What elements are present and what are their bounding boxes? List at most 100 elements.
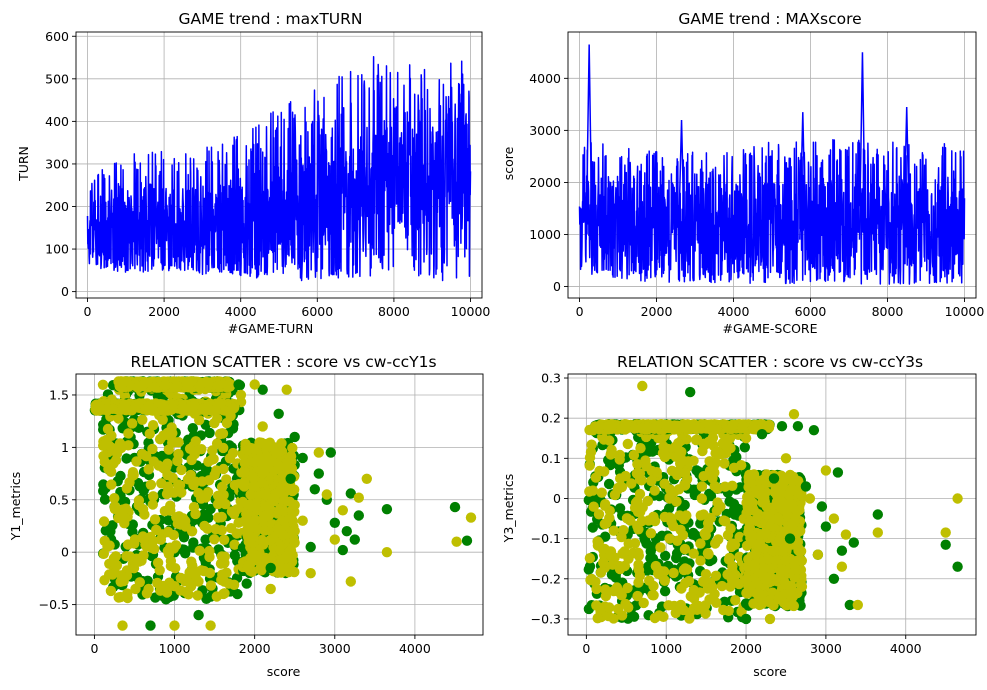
scatter-point: [658, 611, 669, 622]
scatter-point: [238, 480, 249, 491]
scatter-point: [128, 469, 139, 481]
x-axis-label: #GAME-TURN: [228, 321, 314, 336]
scatter-point: [259, 525, 270, 536]
scatter-point: [329, 517, 340, 528]
x-tick-label: 4000: [718, 304, 750, 319]
scatter-point: [216, 525, 227, 536]
scatter-point: [665, 512, 676, 524]
x-tick-label: 2000: [239, 641, 271, 656]
scatter-point: [110, 455, 122, 466]
scatter-point: [159, 402, 170, 413]
scatter-point: [247, 546, 258, 558]
x-tick-label: 3000: [810, 641, 842, 656]
scatter-point: [297, 452, 308, 464]
scatter-point: [213, 380, 224, 391]
scatter-point: [165, 555, 177, 567]
scatter-point: [361, 473, 372, 484]
scatter-point: [820, 521, 832, 532]
scatter-point: [952, 493, 963, 504]
scatter-point: [647, 446, 658, 457]
scatter-point: [672, 469, 683, 481]
scatter-point: [205, 620, 216, 631]
scatter-point: [152, 557, 164, 568]
scatter-point: [281, 563, 293, 574]
scatter-point: [685, 386, 696, 398]
scatter-point: [219, 534, 230, 545]
scatter-point: [723, 554, 735, 565]
scatter-point: [104, 540, 115, 551]
scatter-point: [608, 525, 619, 536]
x-tick-label: 1000: [159, 641, 191, 656]
scatter-point: [250, 500, 261, 512]
scatter-point: [349, 534, 360, 545]
scatter-point: [795, 546, 807, 557]
scatter-point: [108, 553, 120, 564]
scatter-point: [147, 499, 158, 510]
scatter-point: [680, 422, 691, 434]
scatter-point: [233, 379, 244, 390]
axes-frame: [567, 373, 977, 636]
scatter-point: [140, 403, 151, 414]
scatter-point: [196, 444, 207, 455]
scatter-point: [614, 454, 625, 465]
scatter-point: [214, 428, 226, 440]
scatter-point: [255, 563, 266, 575]
scatter-point: [617, 548, 628, 559]
scatter-point: [604, 602, 615, 613]
x-axis-label: #GAME-SCORE: [723, 321, 818, 336]
scatter-point: [603, 478, 615, 490]
scatter-point: [614, 503, 626, 514]
scatter-point: [202, 523, 213, 534]
scatter-point: [99, 456, 111, 468]
x-tick-label: 8000: [378, 304, 410, 319]
scatter-point: [734, 482, 746, 493]
scatter-point: [660, 550, 671, 561]
scatter-point: [720, 516, 731, 527]
scatter-point: [780, 453, 792, 464]
scatter-point: [182, 474, 194, 485]
scatter-point: [137, 448, 148, 460]
scatter-point: [732, 503, 743, 514]
scatter-point: [165, 500, 176, 511]
scatter-point: [611, 582, 623, 593]
y-tick-label: 300: [45, 156, 69, 171]
scatter-point: [138, 485, 149, 496]
scatter-point: [681, 510, 692, 521]
y-tick-label: 0.2: [541, 411, 561, 426]
scatter-point: [718, 604, 729, 616]
scatter-point: [693, 600, 704, 612]
scatter-point: [765, 520, 776, 532]
scatter-point: [183, 589, 194, 600]
scatter-point: [592, 613, 603, 624]
scatter-point: [649, 485, 660, 496]
scatter-point: [265, 562, 276, 574]
scatter-point: [185, 581, 197, 592]
scatter-point: [216, 481, 228, 493]
scatter-point: [113, 413, 124, 424]
y-tick-label: 1: [61, 440, 69, 455]
scatter-point: [162, 545, 174, 557]
scatter-point: [676, 583, 687, 594]
x-tick-label: 10000: [451, 304, 491, 319]
scatter-point: [127, 418, 138, 429]
scatter-point: [623, 538, 634, 549]
scatter-point: [730, 595, 741, 606]
data-marks: [578, 44, 966, 285]
scatter-point: [651, 467, 662, 478]
scatter-point: [711, 424, 722, 435]
scatter-point: [628, 449, 640, 461]
scatter-point: [209, 534, 220, 545]
scatter-point: [727, 538, 738, 549]
scatter-point: [157, 462, 169, 473]
scatter-point: [120, 400, 131, 411]
scatter-point: [276, 445, 287, 456]
scatter-point: [713, 534, 724, 545]
scatter-point: [740, 433, 752, 444]
scatter-point: [145, 620, 156, 631]
plot-area: 0 1000 2000 3000 4000−0.500.511.5: [39, 373, 484, 656]
scatter-point: [739, 442, 750, 453]
scatter-point: [848, 537, 859, 548]
series-peak: [585, 44, 593, 251]
y-axis-label: score: [501, 146, 516, 180]
scatter-point: [148, 456, 159, 467]
